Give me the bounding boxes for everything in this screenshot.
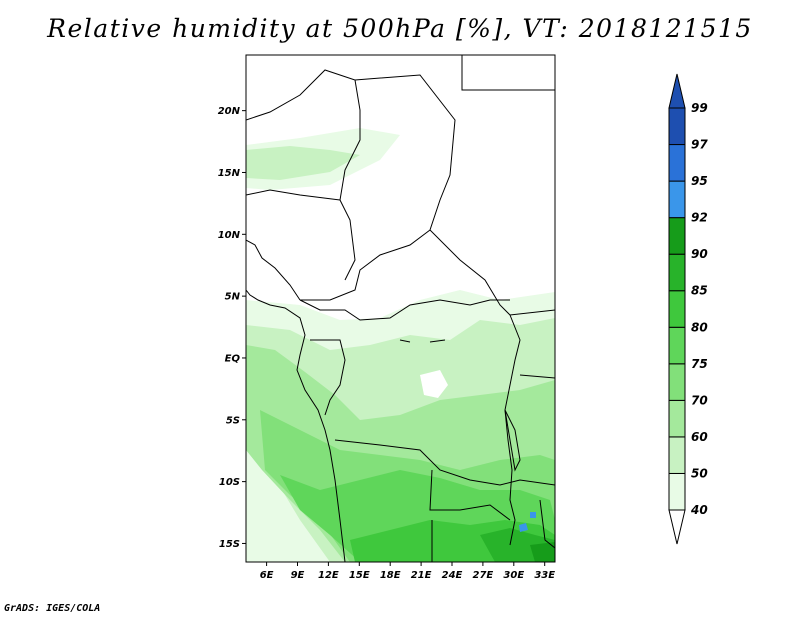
colorbar-high-arrow: [668, 73, 686, 109]
lon-tick-label: 6E: [260, 570, 274, 581]
credit-text: GrADS: IGES/COLA: [4, 603, 101, 614]
colorbar-label: 60: [691, 430, 708, 444]
humidity-band-50-north: [246, 146, 360, 180]
colorbar-segment: [668, 472, 686, 511]
colorbar-label: 90: [691, 247, 708, 261]
colorbar-segment: [668, 180, 686, 219]
lat-tick-label: 15S: [219, 539, 240, 550]
longitude-axis: 6E 9E 12E 15E 18E 21E 24E 27E 30E 33E: [260, 562, 555, 581]
colorbar-segment: [668, 436, 686, 474]
lat-tick-label: 20N: [218, 106, 241, 117]
humidity-field: [246, 128, 555, 562]
lon-tick-label: 12E: [318, 570, 339, 581]
colorbar-label: 40: [690, 503, 708, 517]
colorbar-segment: [668, 326, 686, 365]
lon-tick-label: 33E: [534, 570, 555, 581]
lat-tick-label: 10N: [218, 230, 241, 241]
colorbar-segment: [668, 363, 686, 401]
colorbar-label: 70: [691, 393, 708, 407]
humidity-band-90: [530, 542, 555, 562]
lon-tick-label: 30E: [503, 570, 524, 581]
lon-tick-label: 18E: [380, 570, 401, 581]
lon-tick-label: 21E: [411, 570, 432, 581]
lat-tick-label: 10S: [219, 477, 240, 488]
chart-title: Relative humidity at 500hPa [%], VT: 201…: [47, 14, 753, 43]
colorbar-low-arrow: [668, 509, 686, 545]
colorbar-segment: [668, 399, 686, 438]
lat-tick-label: 5S: [226, 415, 240, 426]
colorbar-segment: [668, 144, 686, 182]
lon-tick-label: 24E: [442, 570, 463, 581]
lat-tick-label: EQ: [225, 353, 241, 364]
country-borders: [246, 55, 555, 562]
colorbar: 40 50 60 70 75 80 85 90 92 95 97 99: [668, 73, 708, 545]
colorbar-label: 75: [691, 357, 708, 371]
colorbar-label: 95: [691, 174, 708, 188]
colorbar-segment: [668, 290, 686, 328]
humidity-band-95: [519, 512, 536, 532]
colorbar-segment: [668, 253, 686, 292]
lon-tick-label: 15E: [349, 570, 370, 581]
colorbar-label: 80: [691, 320, 708, 334]
map-frame: [245, 54, 556, 563]
colorbar-segment: [668, 217, 686, 255]
colorbar-label: 92: [691, 211, 708, 225]
latitude-axis: 20N 15N 10N 5N EQ 5S 10S 15S: [218, 106, 246, 550]
humidity-low-area: [420, 370, 448, 398]
lat-tick-label: 5N: [225, 292, 241, 303]
colorbar-label: 85: [691, 284, 708, 298]
colorbar-segment: [668, 107, 686, 146]
lat-tick-label: 15N: [218, 168, 241, 179]
lon-tick-label: 27E: [473, 570, 494, 581]
colorbar-label: 97: [691, 138, 708, 152]
colorbar-label: 99: [691, 101, 708, 115]
colorbar-label: 50: [691, 466, 708, 480]
lon-tick-label: 9E: [291, 570, 305, 581]
